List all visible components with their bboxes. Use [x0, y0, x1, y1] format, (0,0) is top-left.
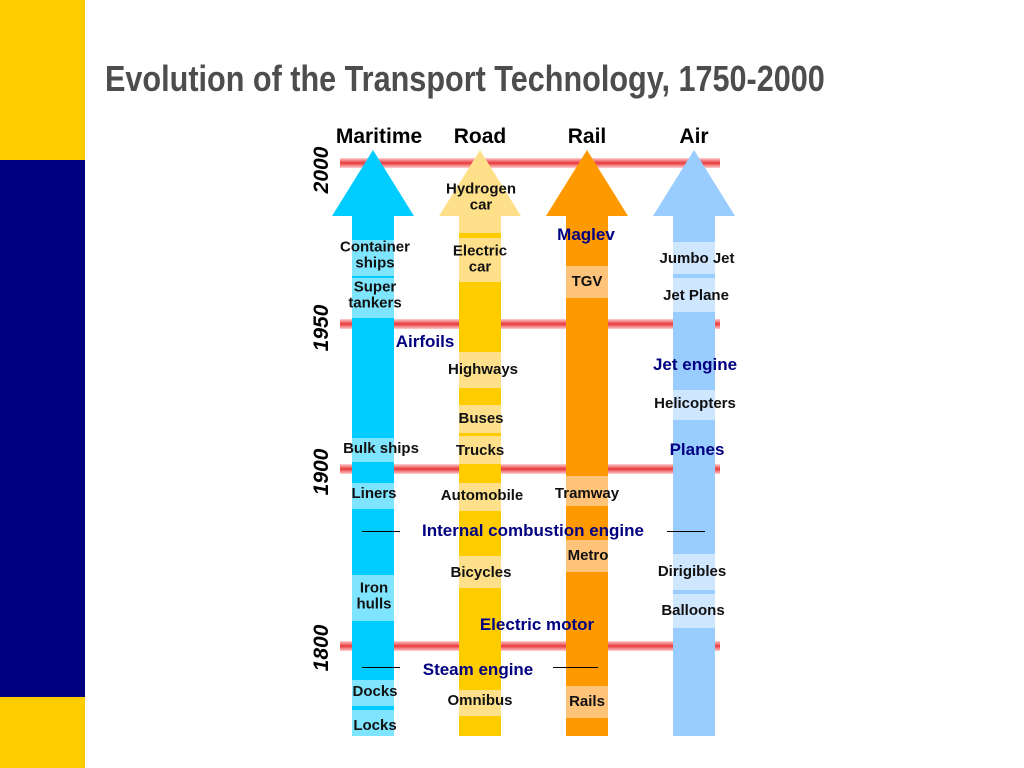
label-balloons: Balloons — [661, 602, 725, 620]
tech-planes: Planes — [669, 440, 725, 460]
label-metro: Metro — [567, 547, 609, 565]
label-jet-plane: Jet Plane — [663, 287, 729, 305]
sidebar-blue — [0, 160, 85, 697]
label-helicopters: Helicopters — [654, 395, 736, 413]
tech-internal-combustion-engine: Internal combustion engine — [422, 521, 644, 541]
column-header-air: Air — [679, 124, 709, 148]
label-tramway: Tramway — [554, 485, 620, 503]
year-line-2000 — [340, 158, 720, 168]
year-label-1800: 1800 — [310, 624, 333, 672]
tech-line-left-ice — [362, 531, 400, 532]
label-maglev: Maglev — [557, 225, 615, 245]
label-container-ships: Container ships — [339, 238, 410, 271]
label-highways: Highways — [447, 361, 519, 379]
tech-line-right-steam — [553, 667, 598, 668]
year-label-2000: 2000 — [310, 146, 333, 194]
label-locks: Locks — [353, 717, 397, 735]
label-electric-car: Electric car — [452, 242, 508, 275]
label-buses: Buses — [458, 410, 504, 428]
year-label-1950: 1950 — [310, 304, 333, 352]
label-omnibus: Omnibus — [447, 692, 513, 710]
label-rails: Rails — [569, 693, 605, 711]
column-header-rail: Rail — [567, 124, 607, 148]
tech-steam-engine: Steam engine — [422, 660, 534, 680]
slide-title: Evolution of the Transport Technology, 1… — [105, 58, 825, 99]
label-liners: Liners — [351, 485, 397, 503]
label-iron-hulls: Iron hulls — [356, 579, 392, 612]
tech-line-right-ice — [667, 531, 705, 532]
column-header-maritime: Maritime — [335, 124, 423, 148]
year-line-1950 — [340, 319, 720, 329]
label-bulk-ships: Bulk ships — [343, 440, 419, 458]
column-header-road: Road — [453, 124, 507, 148]
tech-jet-engine: Jet engine — [652, 355, 738, 375]
year-line-1900 — [340, 464, 720, 474]
tech-electric-motor: Electric motor — [479, 615, 595, 635]
year-line-1800 — [340, 641, 720, 651]
label-jumbo-jet: Jumbo Jet — [659, 250, 735, 268]
label-bicycles: Bicycles — [450, 564, 512, 582]
year-label-1900: 1900 — [310, 448, 333, 496]
sidebar-yellow-bottom — [0, 697, 85, 768]
maritime-arrow — [332, 150, 414, 736]
road-arrow — [439, 150, 521, 736]
sidebar-yellow-top — [0, 0, 85, 160]
tech-airfoils: Airfoils — [395, 332, 455, 352]
tech-line-left-steam — [362, 667, 400, 668]
air-arrow — [653, 150, 735, 736]
label-docks: Docks — [352, 683, 398, 701]
label-dirigibles: Dirigibles — [657, 563, 727, 581]
label-super-tankers: Super tankers — [348, 278, 402, 311]
rail-arrow — [546, 150, 628, 736]
label-tgv: TGV — [571, 273, 603, 291]
label-automobile: Automobile — [440, 487, 524, 505]
label-trucks: Trucks — [455, 442, 505, 460]
label-hydrogen-car: Hydrogen car — [445, 180, 516, 213]
